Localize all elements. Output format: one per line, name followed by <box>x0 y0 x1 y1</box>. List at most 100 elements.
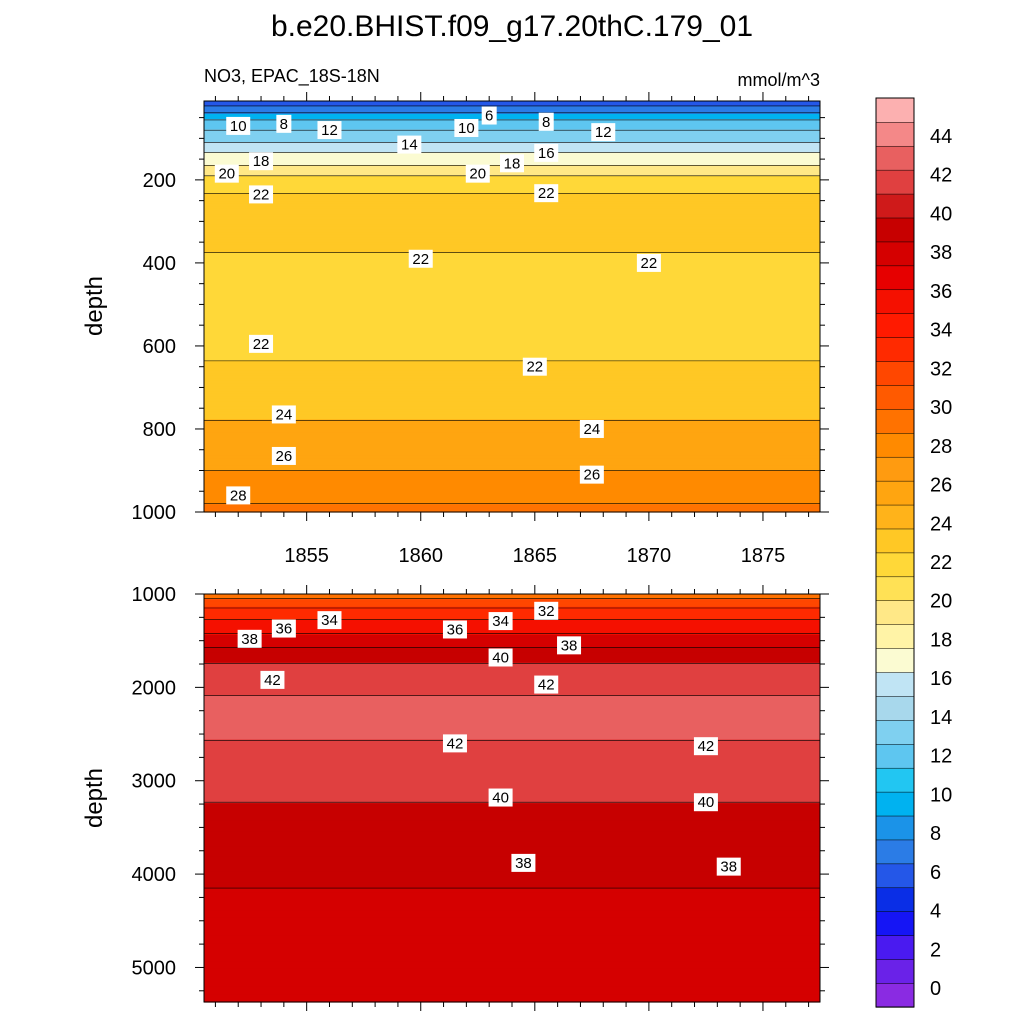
upper-field-band <box>204 134 820 138</box>
upper-field-band <box>204 396 820 400</box>
upper-contour-label: 20 <box>218 166 235 183</box>
colorbar-swatch <box>875 958 915 984</box>
upper-field-band <box>204 499 820 503</box>
lower-contour-label: 36 <box>447 621 464 638</box>
lower-field-band <box>204 749 820 753</box>
colorbar-swatch <box>875 193 915 219</box>
upper-contour-label-box <box>465 164 490 183</box>
upper-field-band <box>204 404 820 408</box>
lower-field-band <box>204 683 820 687</box>
lower-field-band <box>204 996 820 1001</box>
colorbar-swatch <box>875 911 915 936</box>
upper-field-band <box>204 118 820 123</box>
lower-field-band <box>204 910 820 914</box>
upper-contour-label-box <box>249 185 274 204</box>
upper-field-band <box>204 144 820 148</box>
colorbar-swatch <box>875 624 915 649</box>
upper-field-band <box>204 298 820 302</box>
upper-field-band <box>204 427 820 431</box>
upper-field-band <box>204 247 820 251</box>
upper-field-band <box>204 121 820 125</box>
colorbar-swatch <box>875 169 915 195</box>
upper-contour-label: 18 <box>504 155 521 172</box>
upper-field-band <box>204 463 820 467</box>
lower-y-tick-label: 5000 <box>132 957 177 979</box>
upper-contour-label: 10 <box>458 120 475 137</box>
upper-panel: 1855 1860 1865 1870 1875 200 400 600 800 1000 10 8 1… <box>132 92 829 567</box>
upper-y-tick-label: 1000 <box>132 502 177 524</box>
upper-field-band <box>204 473 820 477</box>
colorbar-swatch <box>875 313 915 338</box>
upper-contour-label: 8 <box>280 116 288 133</box>
lower-field-band <box>204 599 820 603</box>
lower-field-band <box>204 846 820 850</box>
upper-x-tick-label: 1875 <box>741 545 786 567</box>
colorbar-tick-label: 42 <box>930 165 952 187</box>
lower-field-band <box>204 981 820 985</box>
upper-contour-label-box <box>226 486 251 505</box>
upper-field-band <box>204 211 820 215</box>
lower-field-band <box>204 634 820 638</box>
upper-field-band <box>204 468 820 472</box>
upper-field-band <box>204 188 820 192</box>
upper-contour-label-box <box>397 135 422 154</box>
lower-field-band <box>204 920 820 924</box>
upper-field-band <box>204 478 820 482</box>
upper-field-band <box>204 386 820 390</box>
upper-field-band <box>204 424 820 428</box>
lower-panel: 1000 2000 3000 4000 5000 38 36 34 36 34 32 38 40 42 42… <box>132 584 829 1011</box>
lower-field-band <box>204 820 820 825</box>
upper-contour-label-box <box>522 357 547 376</box>
colorbar-tick-label: 40 <box>930 203 952 225</box>
upper-field-band <box>204 414 820 418</box>
colorbar-tick-label: 28 <box>930 436 952 458</box>
lower-contour-label: 42 <box>538 677 555 694</box>
upper-y-tick-label: 400 <box>143 253 176 275</box>
upper-field-band <box>204 432 820 436</box>
upper-contour-label: 24 <box>584 421 601 438</box>
lower-field-band <box>204 897 820 901</box>
lower-field-band <box>204 708 820 712</box>
lower-field-band <box>204 718 820 723</box>
upper-field-band <box>204 429 820 433</box>
upper-field-band <box>204 442 820 446</box>
upper-field-band <box>204 183 820 187</box>
lower-field-band <box>204 734 820 738</box>
upper-field-band <box>204 190 820 195</box>
lower-field-band <box>204 956 820 960</box>
upper-field-band <box>204 406 820 410</box>
upper-field-band <box>204 152 820 156</box>
lower-field-band <box>204 698 820 702</box>
lower-field-band <box>204 930 820 934</box>
upper-field-band <box>204 221 820 225</box>
upper-field-band <box>204 285 820 290</box>
lower-field-band <box>204 968 820 972</box>
lower-field-band <box>204 961 820 965</box>
colorbar-swatch <box>875 384 915 410</box>
upper-field-band <box>204 226 820 231</box>
lower-field-band <box>204 838 820 842</box>
lower-contour-label-box <box>716 857 741 876</box>
upper-field-band <box>204 486 820 490</box>
upper-field-band <box>204 370 820 374</box>
upper-contour-label-box <box>481 106 497 125</box>
lower-field-band <box>204 892 820 896</box>
upper-contour-label: 22 <box>253 186 270 203</box>
upper-field-band <box>204 455 820 459</box>
upper-field-band <box>204 296 820 300</box>
upper-contour-label-box <box>534 143 559 162</box>
lower-contour-label: 42 <box>698 738 715 755</box>
upper-field-band <box>204 409 820 413</box>
colorbar-tick-label: 22 <box>930 552 952 574</box>
upper-field-band <box>204 224 820 228</box>
upper-field-band <box>204 101 820 105</box>
lower-field-band <box>204 645 820 649</box>
panel-subtitle-units: mmol/m^3 <box>738 70 820 90</box>
upper-field-band <box>204 196 820 200</box>
lower-field-band <box>204 629 820 633</box>
lower-field-band <box>204 739 820 743</box>
colorbar-swatch <box>875 719 915 745</box>
lower-field-band <box>204 752 820 756</box>
colorbar-swatch <box>875 647 915 673</box>
